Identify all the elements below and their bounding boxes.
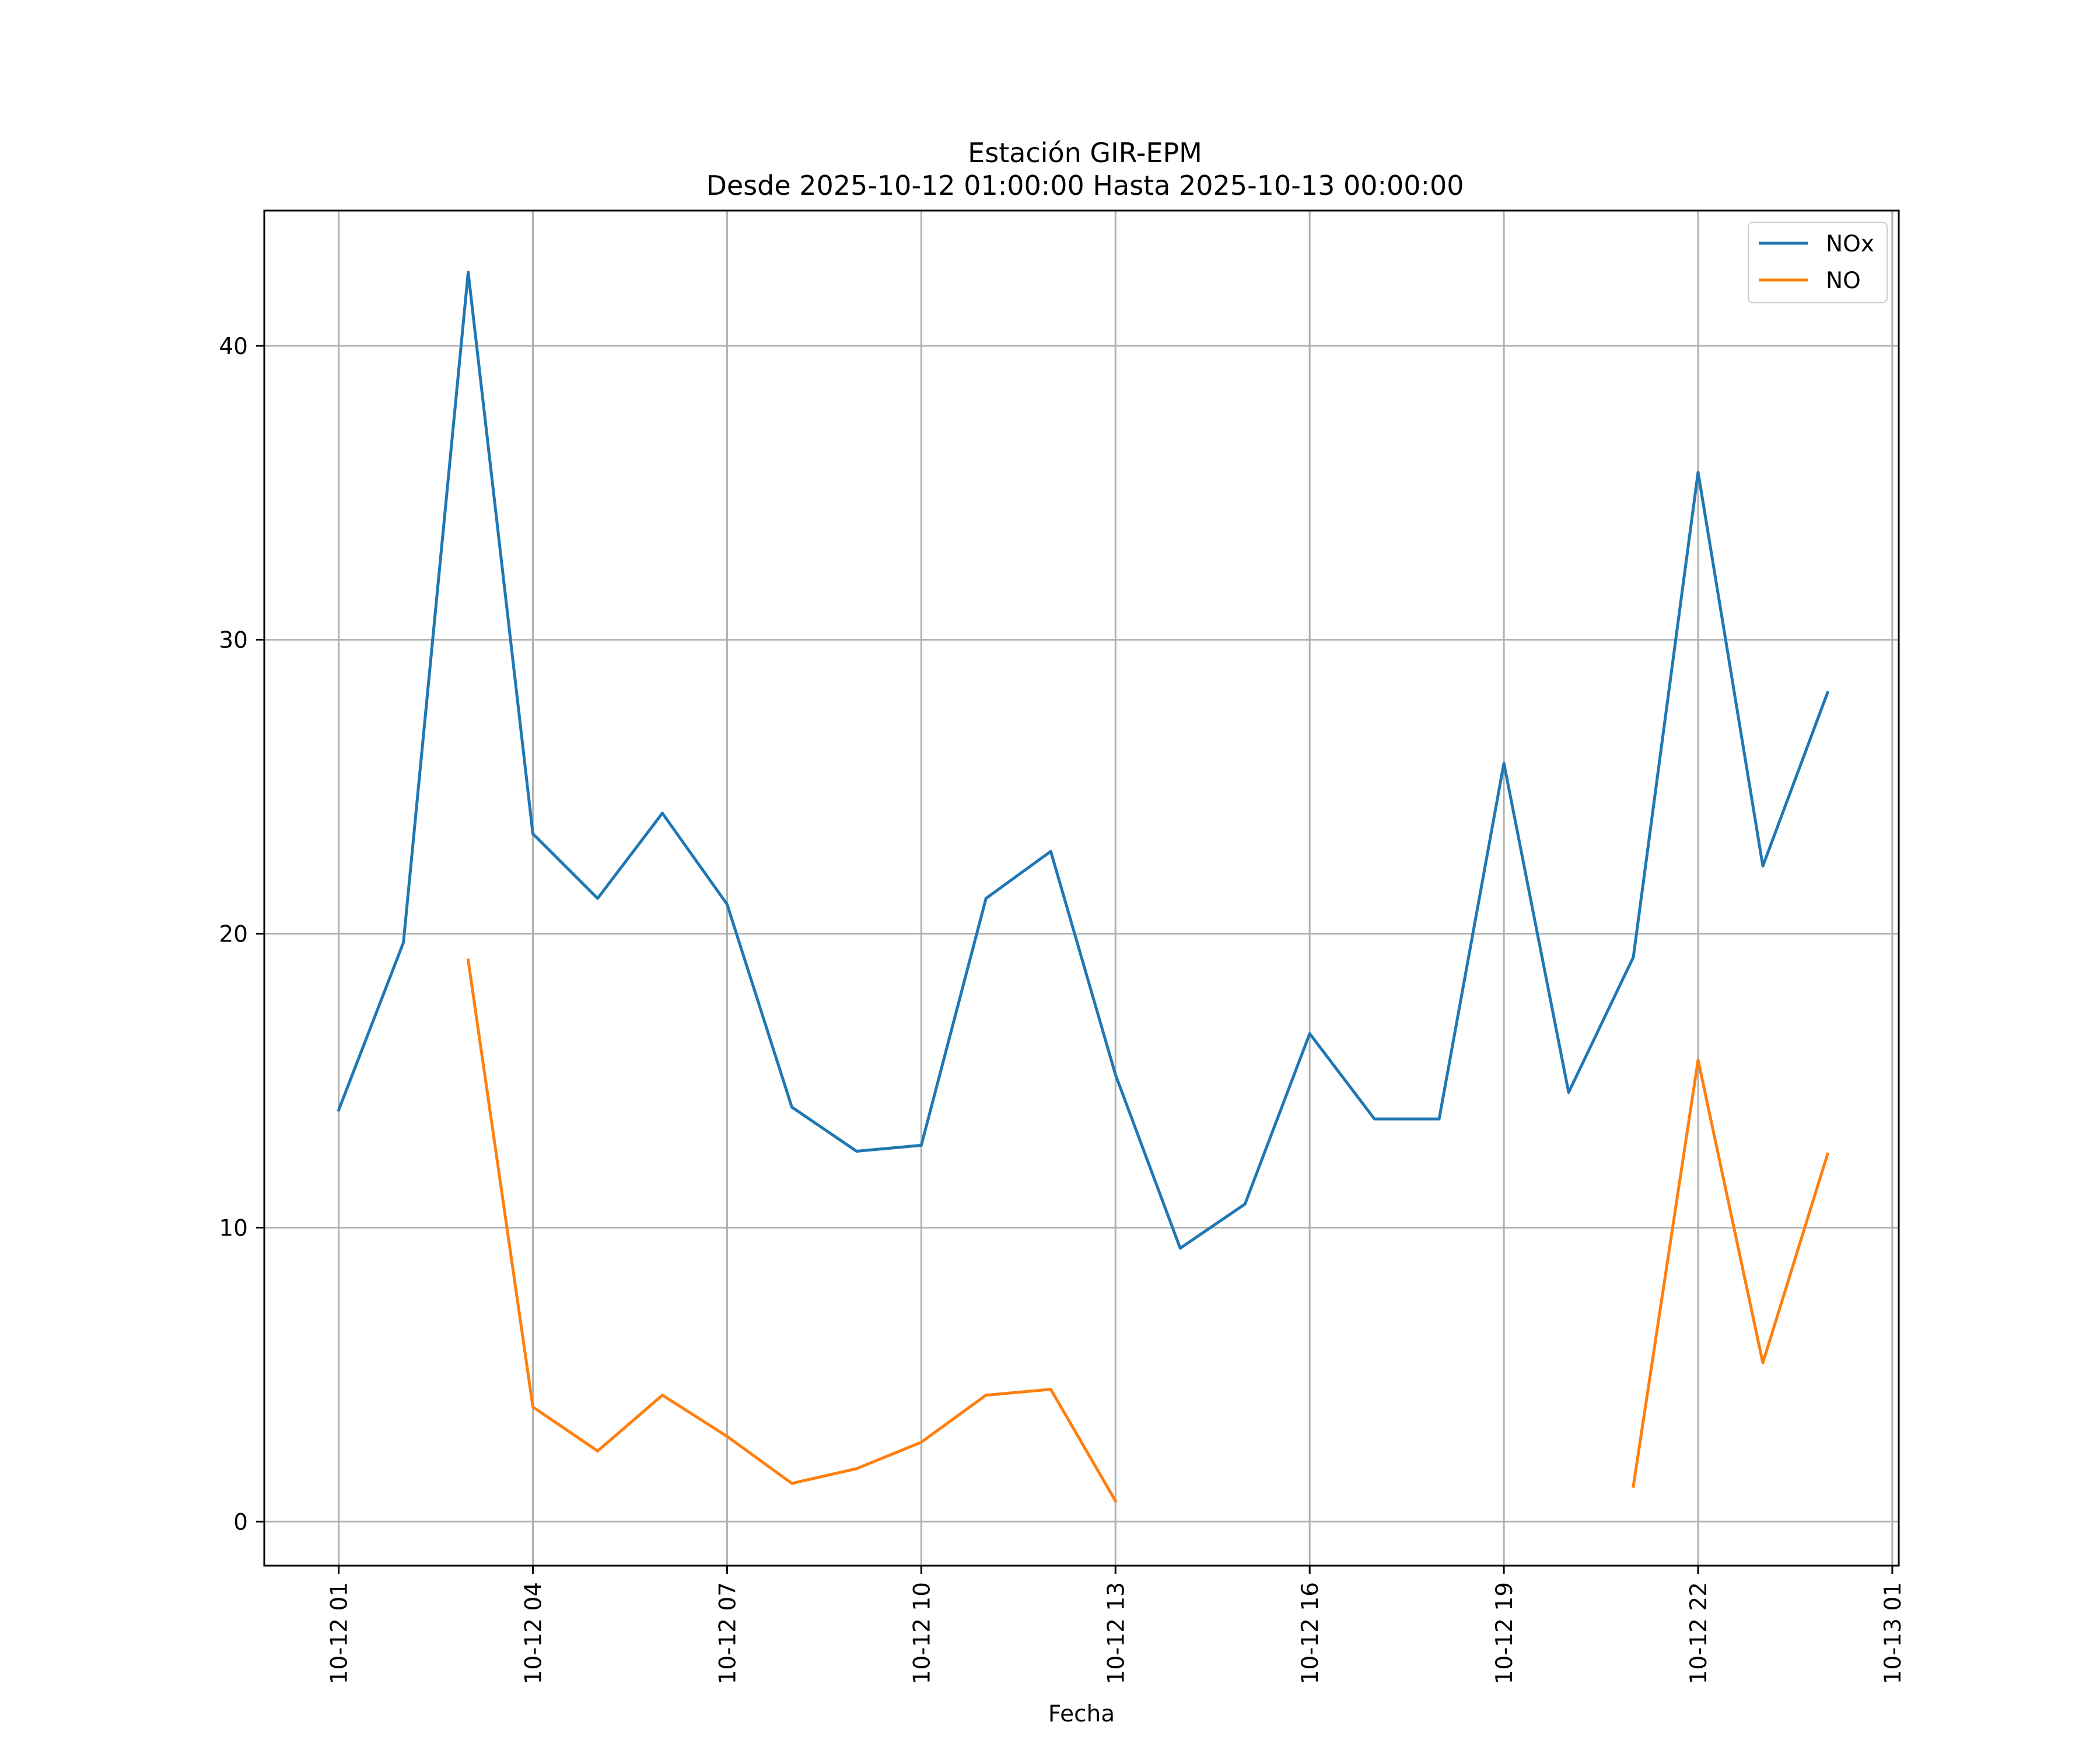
x-tick-label: 10-13 01 bbox=[1880, 1582, 1906, 1684]
nox-line-segment bbox=[337, 271, 1830, 1250]
series-layer bbox=[337, 271, 1830, 1503]
x-tick-label: 10-12 04 bbox=[521, 1582, 547, 1684]
chart-title-line2: Desde 2025-10-12 01:00:00 Hasta 2025-10-… bbox=[706, 170, 1464, 201]
x-tick-label: 10-12 16 bbox=[1297, 1582, 1324, 1684]
y-tick-label: 20 bbox=[219, 922, 248, 948]
x-axis-label: Fecha bbox=[1048, 1701, 1115, 1727]
no-line-segment bbox=[1632, 1058, 1830, 1488]
x-tick-label: 10-12 22 bbox=[1686, 1582, 1712, 1684]
x-tick-label: 10-12 01 bbox=[327, 1582, 353, 1684]
legend: NOx NO bbox=[1748, 222, 1888, 303]
x-tick-label: 10-12 19 bbox=[1492, 1582, 1518, 1684]
grid-layer bbox=[264, 211, 1899, 1566]
legend-label-no: NO bbox=[1826, 268, 1861, 294]
y-tick-label: 0 bbox=[233, 1509, 248, 1535]
y-tick-label: 30 bbox=[219, 628, 248, 654]
x-tick-label: 10-12 10 bbox=[909, 1582, 935, 1684]
series-nox bbox=[337, 271, 1830, 1250]
legend-label-nox: NOx bbox=[1826, 231, 1874, 257]
no-line-segment bbox=[466, 958, 1118, 1503]
series-no bbox=[466, 958, 1830, 1503]
tick-layer: 10-12 01 10-12 04 10-12 07 10-12 10 10-12 13… bbox=[219, 334, 1906, 1685]
plot-frame bbox=[263, 209, 1900, 1567]
y-tick-label: 40 bbox=[219, 334, 248, 360]
x-tick-label: 10-12 07 bbox=[715, 1582, 741, 1684]
y-tick-label: 10 bbox=[219, 1216, 248, 1242]
chart-title-line1: Estación GIR-EPM bbox=[968, 137, 1202, 169]
x-tick-label: 10-12 13 bbox=[1103, 1582, 1129, 1684]
